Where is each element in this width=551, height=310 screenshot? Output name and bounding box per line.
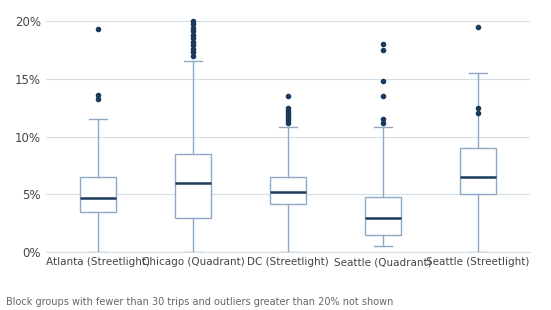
Text: Block groups with fewer than 30 trips and outliers greater than 20% not shown: Block groups with fewer than 30 trips an…	[6, 297, 393, 307]
PathPatch shape	[175, 154, 211, 218]
PathPatch shape	[270, 177, 306, 204]
PathPatch shape	[80, 177, 116, 212]
PathPatch shape	[365, 197, 401, 235]
PathPatch shape	[460, 148, 496, 194]
